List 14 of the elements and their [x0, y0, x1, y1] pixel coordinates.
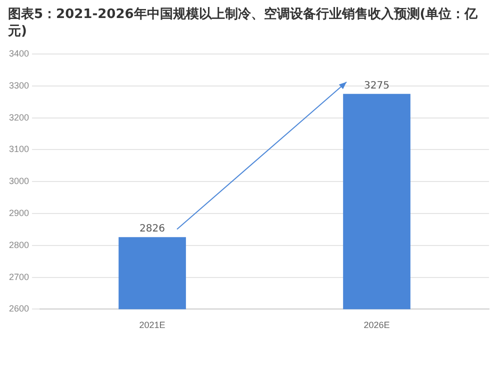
y-tick-label: 3000: [8, 176, 30, 186]
y-tick-label: 3400: [8, 48, 30, 58]
y-tick-label: 2700: [8, 272, 30, 282]
data-label: 2826: [140, 224, 165, 235]
chart-title: 图表5：2021-2026年中国规模以上制冷、空调设备行业销售收入预测(单位：亿元): [8, 6, 479, 40]
y-tick-label: 3100: [8, 144, 30, 154]
y-tick-label: 2800: [8, 240, 30, 250]
y-tick-label: 2600: [8, 304, 30, 314]
y-tick-label: 3200: [8, 112, 30, 122]
data-label: 3275: [364, 80, 390, 92]
x-tick-label: 2026E: [364, 320, 390, 330]
x-tick-label: 2021E: [139, 320, 166, 330]
y-tick-label: 3300: [8, 80, 30, 90]
y-tick-label: 2900: [8, 208, 30, 218]
